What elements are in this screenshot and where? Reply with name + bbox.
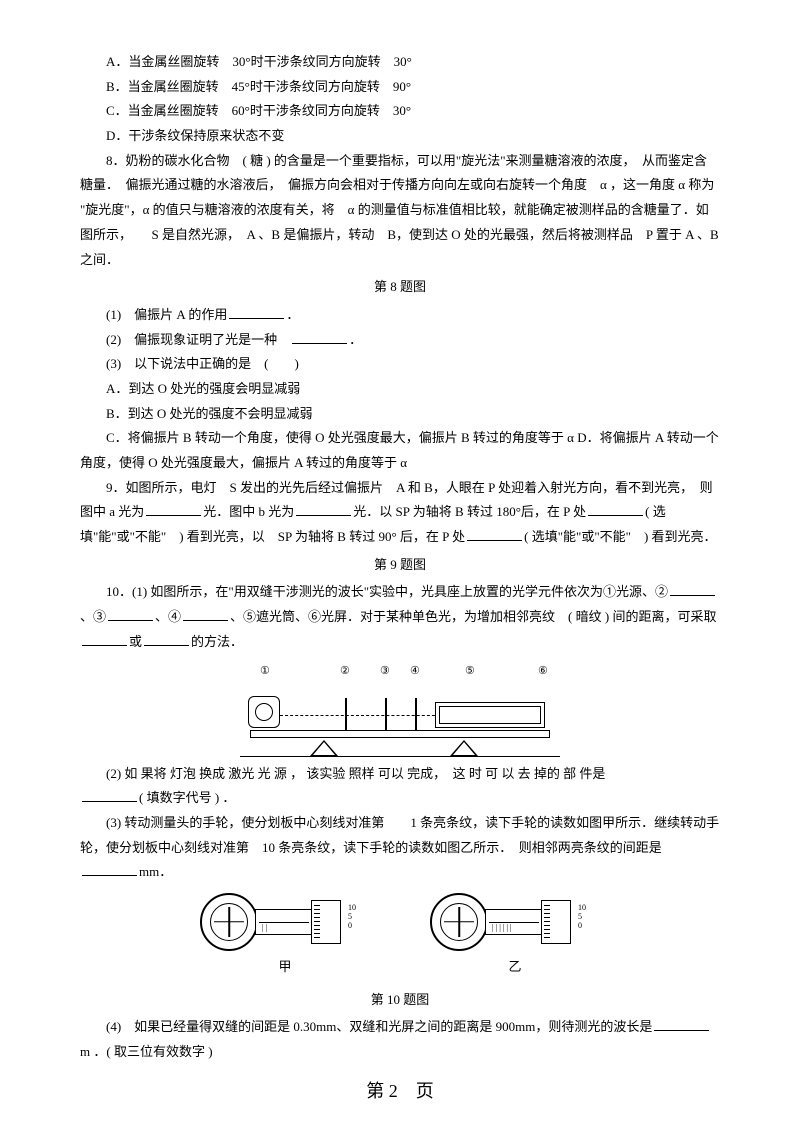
q10-sub4b: m ．( 取三位有效数字 ) xyxy=(80,1044,213,1059)
q10-sub2: (2) 如 果将 灯泡 换成 激光 光 源 ， 该实验 照样 可以 完成， 这 … xyxy=(80,762,720,787)
blank xyxy=(144,633,189,646)
thimble: 10 5 0 xyxy=(311,900,341,944)
blank xyxy=(183,608,228,621)
blank xyxy=(108,608,153,621)
slit-3 xyxy=(385,698,387,730)
slit-2 xyxy=(345,698,347,730)
micrometer-row: || 10 5 0 甲 ||| xyxy=(80,893,720,980)
q8-optb: B．到达 O 处光的强度不会明显减弱 xyxy=(80,402,720,427)
q10-sub3b: mm． xyxy=(139,864,172,879)
scale-5: 5 xyxy=(578,912,586,921)
page-content: A．当金属丝圈旋转 30°时干涉条纹同方向旋转 30° B．当金属丝圈旋转 45… xyxy=(80,50,720,1065)
q10-t6: 的方法． xyxy=(191,634,243,649)
blank xyxy=(588,503,643,516)
lbl6: ⑥ xyxy=(538,661,548,682)
q8-intro: 8．奶粉的碳水化合物 ( 糖 ) 的含量是一个重要指标，可以用"旋光法"来测量糖… xyxy=(80,149,720,272)
q10-sub2-line2: ( 填数字代号 ) ． xyxy=(80,786,720,811)
q10-sub3a: (3) 转动测量头的手轮，使分划板中心刻线对准第 1 条亮条纹，读下手轮的读数如… xyxy=(80,815,719,855)
support-2 xyxy=(450,740,478,756)
q10-caption: 第 10 题图 xyxy=(80,988,720,1013)
q10-t1: 10．(1) 如图所示，在"用双缝干涉测光的波长"实验中，光具座上放置的光学元件… xyxy=(106,584,668,599)
q8-opta: A．到达 O 处光的强度会明显减弱 xyxy=(80,377,720,402)
q10-t2: 、③ xyxy=(80,609,106,624)
optical-bench-diagram: ① ② ③ ④ ⑤ ⑥ xyxy=(240,661,560,756)
q10-t4: 、⑤遮光筒、⑥光屏．对于某种单色光，为增加相邻亮纹 ( 暗纹 ) 间的距离，可采… xyxy=(230,609,716,624)
lbl4: ④ xyxy=(410,661,420,682)
ring-icon xyxy=(430,893,488,951)
q10-sub1: 10．(1) 如图所示，在"用双缝干涉测光的波长"实验中，光具座上放置的光学元件… xyxy=(80,580,720,654)
blank xyxy=(82,863,137,876)
micrometer-2: |||||| 10 5 0 乙 xyxy=(430,893,600,980)
blank xyxy=(146,503,201,516)
blank xyxy=(229,306,284,319)
scale-10: 10 xyxy=(578,903,586,912)
q8-intro-text: 8．奶粉的碳水化合物 ( 糖 ) 的含量是一个重要指标，可以用"旋光法"来测量糖… xyxy=(80,153,719,267)
lamp-icon xyxy=(248,696,280,728)
micro1-label: 甲 xyxy=(200,955,370,980)
track xyxy=(250,730,550,738)
q8-sub2: (2) 偏振现象证明了光是一种 ． xyxy=(80,328,720,353)
option-a: A．当金属丝圈旋转 30°时干涉条纹同方向旋转 30° xyxy=(80,50,720,75)
slit-4 xyxy=(415,698,417,730)
scale-0: 0 xyxy=(348,921,356,930)
option-d: D．干涉条纹保持原来状态不变 xyxy=(80,124,720,149)
base-line xyxy=(240,756,560,759)
blank xyxy=(654,1018,709,1031)
lbl2: ② xyxy=(340,661,350,682)
q10-sub3: (3) 转动测量头的手轮，使分划板中心刻线对准第 1 条亮条纹，读下手轮的读数如… xyxy=(80,811,720,885)
q10-sub4a: (4) 如果已经量得双缝的间距是 0.30mm、双缝和光屏之间的距离是 900m… xyxy=(106,1019,652,1034)
q9-t5: ( 选填"能"或"不能" ) 看到光亮． xyxy=(524,529,716,544)
blank xyxy=(296,503,351,516)
lbl1: ① xyxy=(260,661,270,682)
q9-caption: 第 9 题图 xyxy=(80,553,720,578)
page-footer: 第 2 页 xyxy=(0,1074,800,1108)
support-1 xyxy=(310,740,338,756)
q10-t5: 或 xyxy=(129,634,142,649)
tube-icon xyxy=(435,702,545,728)
thimble: 10 5 0 xyxy=(541,900,571,944)
q8-sub1-text: (1) 偏振片 A 的作用 xyxy=(106,307,227,322)
blank xyxy=(82,789,137,802)
thimble-scale: 10 5 0 xyxy=(578,903,586,930)
q8-sub2-text: (2) 偏振现象证明了光是一种 xyxy=(106,332,290,347)
option-b: B．当金属丝圈旋转 45°时干涉条纹同方向旋转 90° xyxy=(80,75,720,100)
lbl5: ⑤ xyxy=(465,661,475,682)
barrel: |||||| xyxy=(485,909,543,935)
q9-t2: 光．图中 b 光为 xyxy=(203,504,294,519)
q8-sub1: (1) 偏振片 A 的作用 ． xyxy=(80,303,720,328)
q10-sub2-text: (2) 如 果将 灯泡 换成 激光 光 源 ， 该实验 照样 可以 完成， 这 … xyxy=(106,766,605,781)
blank xyxy=(292,331,347,344)
blank xyxy=(670,583,715,596)
q10-t3: 、④ xyxy=(155,609,181,624)
micrometer-1: || 10 5 0 甲 xyxy=(200,893,370,980)
q8-sub3: (3) 以下说法中正确的是 ( ) xyxy=(80,352,720,377)
scale-10: 10 xyxy=(348,903,356,912)
q8-optc: C．将偏振片 B 转动一个角度，使得 O 处光强度最大，偏振片 B 转过的角度等… xyxy=(80,426,720,475)
barrel: || xyxy=(255,909,313,935)
q10-sub2-end: ( 填数字代号 ) ． xyxy=(139,790,235,805)
q9: 9．如图所示，电灯 S 发出的光先后经过偏振片 A 和 B，人眼在 P 处迎着入… xyxy=(80,476,720,550)
micro2-label: 乙 xyxy=(430,955,600,980)
blank xyxy=(467,528,522,541)
q8-sub2-end: ． xyxy=(349,332,362,347)
q10-sub4: (4) 如果已经量得双缝的间距是 0.30mm、双缝和光屏之间的距离是 900m… xyxy=(80,1015,720,1064)
lbl3: ③ xyxy=(380,661,390,682)
q9-t3: 光．以 SP 为轴将 B 转过 180°后，在 P 处 xyxy=(353,504,586,519)
scale-0: 0 xyxy=(578,921,586,930)
q8-sub1-end: ． xyxy=(286,307,299,322)
blank xyxy=(82,633,127,646)
ring-icon xyxy=(200,893,258,951)
option-c: C．当金属丝圈旋转 60°时干涉条纹同方向旋转 30° xyxy=(80,99,720,124)
q8-caption: 第 8 题图 xyxy=(80,275,720,300)
thimble-scale: 10 5 0 xyxy=(348,903,356,930)
scale-5: 5 xyxy=(348,912,356,921)
